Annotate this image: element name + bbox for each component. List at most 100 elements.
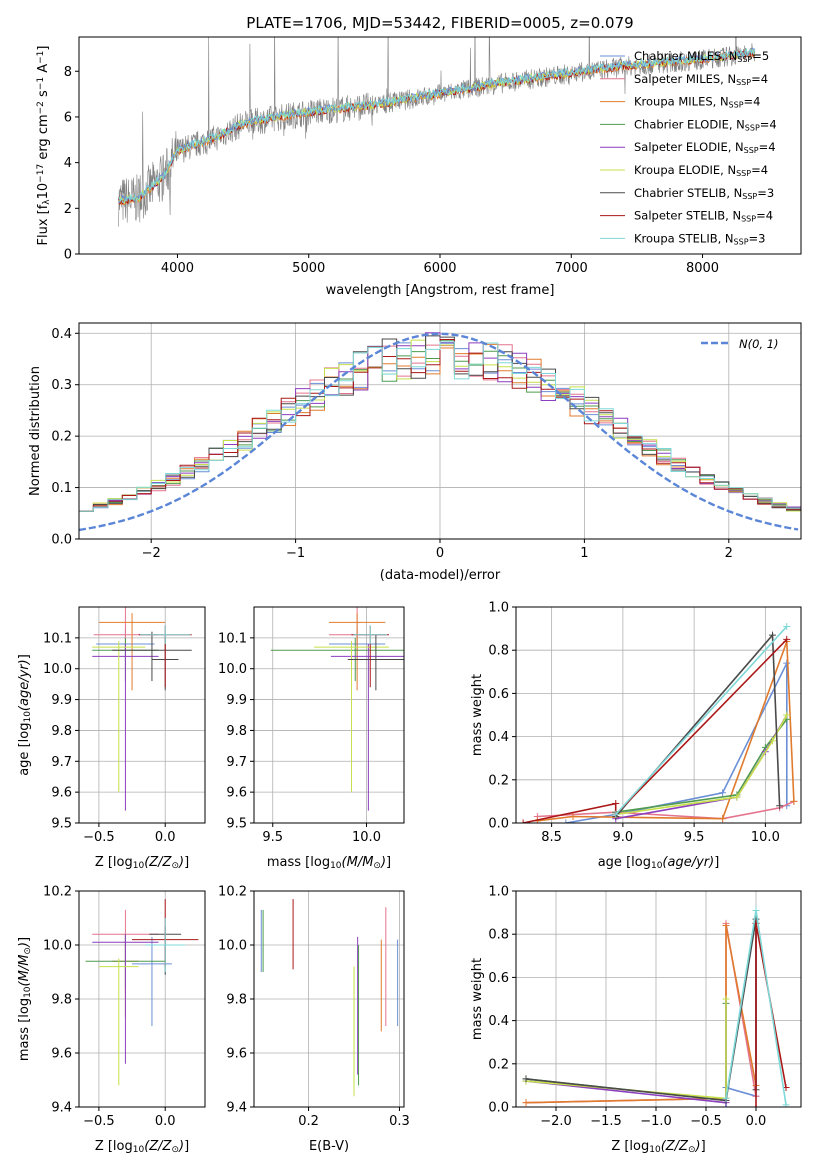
y-axis-label-part: −1 — [36, 51, 46, 64]
y-axis-label-part: λ — [42, 199, 52, 205]
y-tick-label: 1.0 — [488, 885, 509, 900]
weight-line-chabrier_miles — [565, 662, 788, 823]
axes-frame — [515, 890, 802, 1108]
y-axis-label-part: erg cm — [36, 114, 51, 163]
weight-line-kroupa_miles — [525, 925, 757, 1104]
weight-marker — [569, 813, 577, 821]
y-tick-label: 10.0 — [43, 662, 72, 677]
x-tick-label: 8000 — [686, 261, 719, 276]
x-tick-label: 7000 — [555, 261, 588, 276]
weight-marker — [776, 802, 784, 810]
legend-name: Kroupa ELODIE, N — [634, 163, 736, 177]
weight-marker — [783, 711, 791, 719]
y-tick-label: 10.2 — [43, 885, 72, 900]
mass-vs-ebv-panel: 0.2 0.3 9.4 9.6 9.8 10.0 10.2 E(B-V) — [218, 885, 410, 1155]
y-tick-label: 0.4 — [488, 1014, 509, 1029]
plot-area — [79, 891, 205, 1107]
weight-marker — [722, 922, 730, 930]
y-tick-label: 2 — [64, 202, 72, 217]
x-axis-label: Z [log10(Z/Z⊙)] — [611, 1139, 705, 1155]
x-axis-label: age [log10(age/yr)] — [598, 855, 720, 871]
y-axis-label-main: mass — [17, 1027, 32, 1061]
y-tick-label: 10.0 — [218, 939, 247, 954]
legend-sub: SSP — [742, 192, 757, 201]
x-axis-label: mass [log10(M/M⊙)] — [267, 855, 391, 871]
weight-marker — [612, 800, 620, 808]
y-tick-label: 0.6 — [488, 687, 509, 702]
y-tick-label: 0.8 — [488, 928, 509, 943]
weight-line-salpeter_miles — [525, 923, 757, 1104]
x-tick-label: −1.5 — [590, 1114, 622, 1129]
x-tick-label: 1 — [580, 546, 588, 561]
weight-marker — [733, 793, 741, 801]
plot-area — [79, 323, 801, 539]
x-tick-label: 4000 — [161, 261, 194, 276]
y-axis-label: Flux [fλ10−17 erg cm−2 s−1 A−1] — [36, 46, 52, 246]
weight-marker — [522, 1099, 530, 1107]
legend-n: =5 — [752, 49, 769, 63]
y-tick-label: 9.8 — [226, 993, 247, 1008]
y-axis-label-part: −1 — [36, 77, 46, 90]
x-axis-label-main: E(B-V) — [309, 1139, 349, 1154]
x-tick-label: 9.5 — [684, 830, 705, 845]
model-spectrum-kroupa_stelib — [118, 48, 756, 203]
x-tick-label: 8.5 — [541, 830, 562, 845]
weight-line-salpeter_stelib — [522, 638, 788, 823]
y-axis-label: mass [log10(M/M⊙)] — [17, 937, 33, 1061]
weight-vs-metallicity-panel: −2.0 −1.5 −1.0 −0.5 0.0 0.0 0.2 0.4 0.6 0.8 1.0 Z [… — [470, 885, 802, 1155]
weight-marker — [612, 810, 620, 818]
legend-name: Kroupa MILES, N — [634, 95, 729, 109]
legend-entry: Salpeter MILES, NSSP=4 — [634, 72, 768, 87]
legend-n: =4 — [751, 163, 768, 177]
y-tick-label: 9.6 — [51, 1047, 72, 1062]
y-tick-label: 6 — [64, 110, 72, 125]
x-tick-label: −2.0 — [540, 1114, 572, 1129]
y-tick-label: 0.2 — [488, 1057, 509, 1072]
x-axis-label: Z [log10(Z/Z⊙)] — [95, 855, 189, 871]
y-tick-label: 9.9 — [51, 693, 72, 708]
legend-name: Chabrier STELIB, N — [634, 186, 742, 200]
y-axis-label-part: ] — [36, 46, 51, 51]
plot-area — [79, 607, 205, 823]
weight-marker — [722, 1094, 730, 1102]
axes-frame — [253, 606, 405, 824]
plot-area — [254, 891, 404, 1107]
x-tick-label: 0.0 — [155, 1114, 176, 1129]
legend-sub: SSP — [744, 146, 759, 155]
x-axis-label-main: Z [log — [611, 1139, 649, 1154]
plot-area — [516, 891, 801, 1107]
weight-marker — [522, 1075, 530, 1083]
x-tick-label: −1.0 — [640, 1114, 672, 1129]
y-tick-label: 1.0 — [488, 601, 509, 616]
legend-sub: SSP — [737, 55, 752, 64]
axes-frame — [78, 36, 802, 255]
y-tick-label: 9.5 — [226, 817, 247, 832]
legend-name: Salpeter MILES, N — [634, 72, 736, 86]
legend-n: =4 — [744, 95, 761, 109]
legend-entry: Kroupa MILES, NSSP=4 — [634, 95, 760, 110]
y-tick-label: 0.0 — [488, 1101, 509, 1116]
weight-marker — [752, 906, 760, 914]
axes-frame — [78, 890, 206, 1108]
y-tick-label: 10.1 — [43, 631, 72, 646]
weight-marker — [790, 797, 798, 805]
spectrum-panel: 4000 5000 6000 7000 8000 0 2 4 6 8 PLATE=1706, MJD… — [36, 14, 802, 298]
y-tick-label: 0.2 — [51, 430, 72, 445]
y-tick-label: 9.9 — [226, 693, 247, 708]
legend-sub: SSP — [729, 101, 744, 110]
y-tick-label: 9.6 — [226, 1047, 247, 1062]
legend-name: Chabrier MILES, N — [634, 49, 737, 63]
model-spectrum-chabrier_miles — [118, 47, 755, 204]
weight-vs-age-panel: 8.5 9.0 9.5 10.0 0.0 0.2 0.4 0.6 0.8 1.0 age [log1… — [470, 601, 802, 871]
x-tick-label: 0.2 — [298, 1114, 319, 1129]
legend-name: Chabrier ELODIE, N — [634, 117, 745, 131]
y-axis-label: Normed distribution — [28, 366, 43, 496]
weight-marker — [769, 631, 776, 639]
weight-marker — [719, 815, 727, 823]
x-axis-label-main: age — [598, 855, 622, 870]
legend-entry: N(0, 1) — [739, 337, 779, 351]
histogram-salpeter_stelib — [79, 339, 801, 512]
x-axis-label-main: Z [log — [95, 1139, 133, 1154]
x-tick-label: 9.5 — [262, 830, 283, 845]
